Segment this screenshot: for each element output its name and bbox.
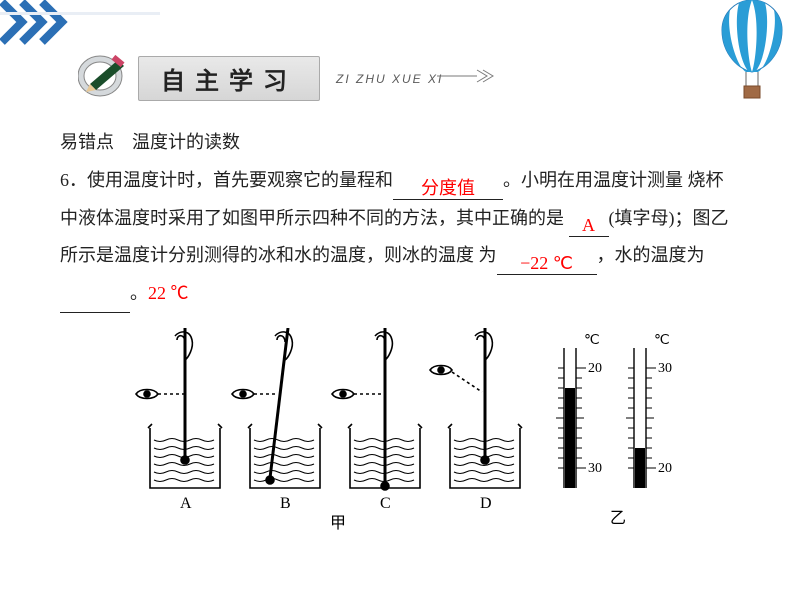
arrow-tail-icon — [443, 68, 501, 89]
svg-text:C: C — [380, 495, 391, 512]
heading: 易错点 温度计的读数 — [60, 124, 734, 162]
svg-text:乙: 乙 — [610, 510, 626, 527]
svg-text:A: A — [180, 495, 192, 512]
q-number: 6． — [60, 170, 87, 190]
blank-1: 分度值 — [393, 176, 503, 200]
svg-text:℃: ℃ — [584, 333, 600, 348]
blank-4 — [60, 289, 130, 313]
question-body: 易错点 温度计的读数 6．使用温度计时，首先要观察它的量程和分度值。小明在用温度… — [60, 124, 734, 313]
section-title: 自主学习 — [138, 56, 320, 101]
svg-text:甲: 甲 — [330, 515, 346, 532]
svg-text:B: B — [280, 495, 291, 512]
balloon-icon — [716, 0, 788, 105]
section-pinyin: ZI ZHU XUE XI — [336, 72, 443, 86]
pencil-icon — [78, 54, 132, 103]
title-banner: 自主学习 ZI ZHU XUE XI — [78, 54, 501, 103]
svg-text:30: 30 — [658, 361, 672, 376]
corner-arrows — [0, 0, 160, 51]
svg-text:20: 20 — [588, 361, 602, 376]
svg-text:D: D — [480, 495, 492, 512]
svg-text:30: 30 — [588, 461, 602, 476]
svg-text:20: 20 — [658, 461, 672, 476]
answer-4: 22 ℃ — [148, 283, 189, 303]
svg-text:℃: ℃ — [654, 333, 670, 348]
blank-2: A — [569, 213, 609, 237]
figure: A — [120, 328, 700, 543]
question-text: 6．使用温度计时，首先要观察它的量程和分度值。小明在用温度计测量 烧杯中液体温度… — [60, 162, 734, 313]
blank-3: −22 ℃ — [497, 251, 597, 275]
